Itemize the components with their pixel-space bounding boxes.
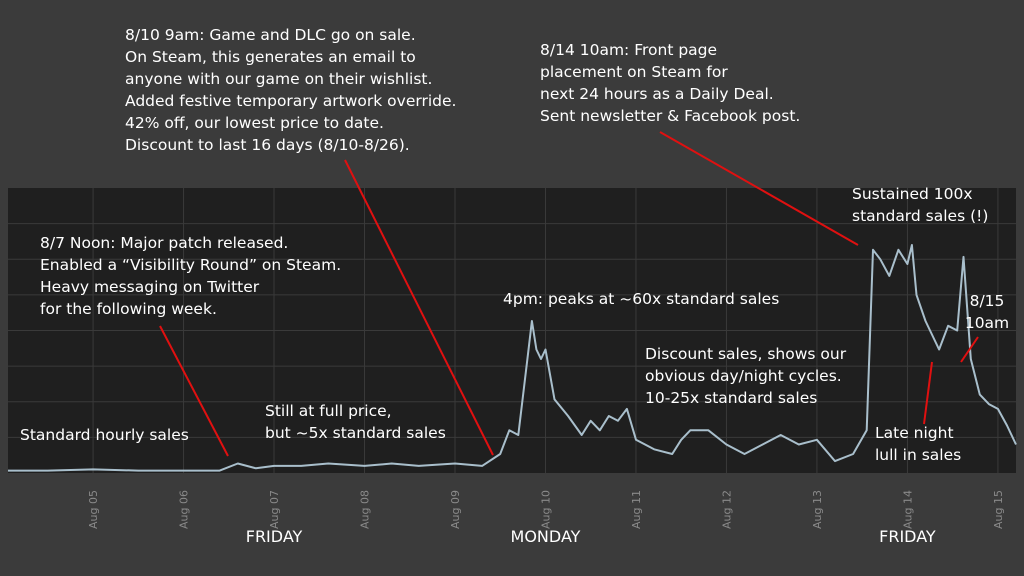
day-label: FRIDAY — [246, 527, 303, 546]
annotation: 10-25x standard sales — [645, 389, 817, 407]
annotation: 8/15 — [970, 292, 1005, 310]
arrows — [159, 131, 979, 457]
annotation: Still at full price, — [265, 402, 392, 420]
annotation: 8/14 10am: Front page — [540, 41, 717, 59]
annotation: lull in sales — [875, 446, 961, 464]
annotation: Sent newsletter & Facebook post. — [540, 107, 800, 125]
x-tick-label: Aug 10 — [539, 490, 552, 529]
annotation: 8/7 Noon: Major patch released. — [40, 234, 288, 252]
series — [8, 244, 1017, 472]
annotation: standard sales (!) — [852, 207, 988, 225]
x-tick-label: Aug 07 — [268, 490, 281, 529]
annotation: obvious day/night cycles. — [645, 367, 842, 385]
annotation: 8/10 9am: Game and DLC go on sale. — [125, 26, 416, 44]
x-tick-label: Aug 08 — [359, 490, 372, 529]
arrow — [159, 325, 229, 457]
x-tick-label: Aug 12 — [720, 490, 733, 529]
arrow — [344, 159, 494, 456]
annotation: 42% off, our lowest price to date. — [125, 114, 384, 132]
annotation: anyone with our game on their wishlist. — [125, 70, 432, 88]
annotation: Heavy messaging on Twitter — [40, 278, 260, 296]
annotation: On Steam, this generates an email to — [125, 48, 416, 66]
annotation: placement on Steam for — [540, 63, 728, 81]
arrow — [659, 131, 859, 246]
line — [8, 244, 1017, 472]
x-axis: Aug 05 Aug 06 Aug 07 Aug 08 Aug 09 Aug 10 Aug … — [87, 490, 1005, 546]
annotation: for the following week. — [40, 300, 217, 318]
annotation: Discount to last 16 days (8/10-8/26). — [125, 136, 410, 154]
x-tick-label: Aug 13 — [811, 490, 824, 529]
x-tick-label: Aug 14 — [901, 490, 914, 529]
annotation: but ~5x standard sales — [265, 424, 446, 442]
annotation: next 24 hours as a Daily Deal. — [540, 85, 774, 103]
annotation: Added festive temporary artwork override… — [125, 92, 456, 110]
annotation: 4pm: peaks at ~60x standard sales — [503, 290, 779, 308]
x-tick-label: Aug 06 — [178, 490, 191, 529]
annotation: Discount sales, shows our — [645, 345, 847, 363]
annotation: Sustained 100x — [852, 185, 973, 203]
x-tick-label: Aug 11 — [630, 490, 643, 529]
x-tick-label: Aug 15 — [992, 490, 1005, 529]
x-tick-label: Aug 09 — [449, 490, 462, 529]
arrow — [923, 361, 933, 425]
annotation: Late night — [875, 424, 954, 442]
annotations: 8/10 9am: Game and DLC go on sale. On Ste… — [20, 26, 1009, 464]
day-label: MONDAY — [511, 527, 581, 546]
day-label: FRIDAY — [879, 527, 936, 546]
annotation: Enabled a “Visibility Round” on Steam. — [40, 256, 341, 274]
annotation: 10am — [965, 314, 1009, 332]
x-tick-label: Aug 05 — [87, 490, 100, 529]
grid — [8, 188, 1016, 473]
arrow — [960, 336, 979, 363]
annotation: Standard hourly sales — [20, 426, 189, 444]
